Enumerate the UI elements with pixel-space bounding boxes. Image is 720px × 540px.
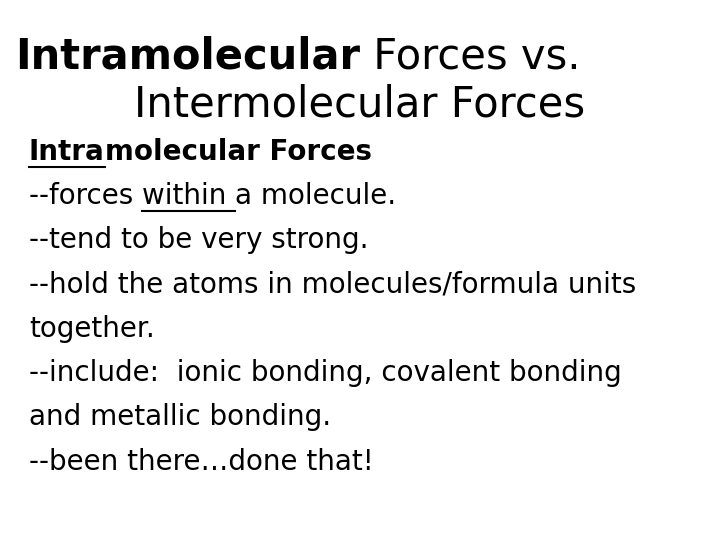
Text: --include:  ionic bonding, covalent bonding: --include: ionic bonding, covalent bondi… xyxy=(29,359,621,387)
Text: together.: together. xyxy=(29,315,155,343)
Text: within: within xyxy=(142,182,235,210)
Text: and metallic bonding.: and metallic bonding. xyxy=(29,403,331,431)
Text: --been there…done that!: --been there…done that! xyxy=(29,448,374,476)
Text: a molecule.: a molecule. xyxy=(235,182,396,210)
Text: --forces: --forces xyxy=(29,182,142,210)
Text: --hold the atoms in molecules/formula units: --hold the atoms in molecules/formula un… xyxy=(29,271,636,299)
Text: Intra: Intra xyxy=(29,138,104,166)
Text: Intramolecular: Intramolecular xyxy=(15,35,360,77)
Text: Forces vs.: Forces vs. xyxy=(360,35,580,77)
Text: Intermolecular Forces: Intermolecular Forces xyxy=(135,84,585,126)
Text: --tend to be very strong.: --tend to be very strong. xyxy=(29,226,369,254)
Text: molecular Forces: molecular Forces xyxy=(104,138,372,166)
